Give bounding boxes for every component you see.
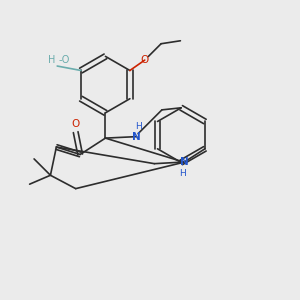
Text: N: N (132, 132, 141, 142)
Text: H: H (48, 55, 56, 64)
Text: O: O (72, 118, 80, 129)
Text: -O: -O (59, 55, 70, 64)
Text: O: O (141, 55, 149, 65)
Text: N: N (180, 157, 188, 167)
Text: H: H (179, 169, 186, 178)
Text: H: H (135, 122, 142, 131)
